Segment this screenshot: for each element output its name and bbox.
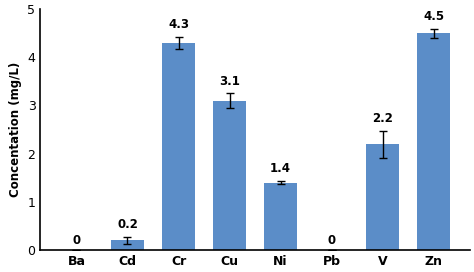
Y-axis label: Concentation (mg/L): Concentation (mg/L) [9, 62, 22, 197]
Text: 0: 0 [73, 234, 81, 247]
Text: 0.2: 0.2 [117, 218, 138, 231]
Text: 4.5: 4.5 [423, 10, 444, 23]
Bar [213, 101, 246, 250]
Bar [111, 240, 144, 250]
Bar [264, 183, 297, 250]
Bar [162, 43, 195, 250]
Text: 3.1: 3.1 [219, 75, 240, 88]
Text: 2.2: 2.2 [372, 112, 393, 125]
Text: 0: 0 [328, 234, 336, 247]
Text: 1.4: 1.4 [270, 162, 291, 175]
Bar [417, 33, 450, 250]
Bar [366, 144, 399, 250]
Text: 4.3: 4.3 [168, 18, 189, 31]
